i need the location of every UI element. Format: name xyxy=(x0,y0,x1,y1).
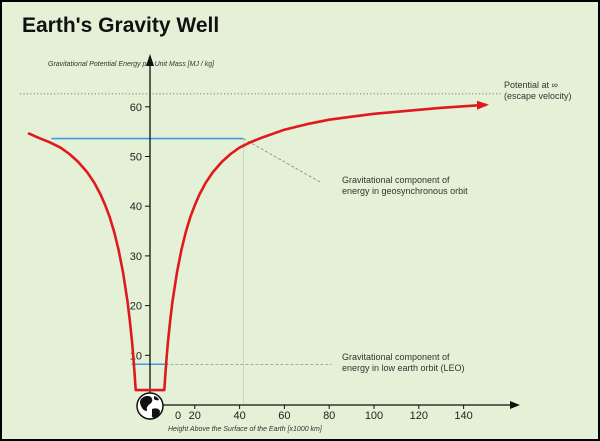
leo-orbit-label-line1: Gravitational component of xyxy=(342,352,450,362)
x-tick-label: 20 xyxy=(189,410,201,422)
escape-potential-label-line1: Potential at ∞ xyxy=(504,80,558,90)
x-tick-label: 100 xyxy=(365,410,383,422)
x-tick-label: 80 xyxy=(323,410,335,422)
axes: 10 20 30 40 50 60 0 20 40 60 80 100 120 140 xyxy=(130,54,520,422)
x-tick-label: 0 xyxy=(175,410,181,422)
leo-orbit-label-line2: energy in low earth orbit (LEO) xyxy=(342,363,465,373)
geo-orbit-label-line2: energy in geosynchronous orbit xyxy=(342,186,468,196)
series-curves xyxy=(27,100,489,392)
geo-leader-line xyxy=(243,138,321,183)
chart-title: Earth's Gravity Well xyxy=(22,14,219,37)
x-tick-label: 140 xyxy=(454,410,472,422)
earth-globe-icon xyxy=(136,392,164,420)
y-tick-label: 60 xyxy=(130,102,142,114)
continent-shape xyxy=(140,395,153,411)
y-axis-label: Gravitational Potential Energy per Unit … xyxy=(48,61,215,68)
y-tick-label: 20 xyxy=(130,301,142,313)
continent-shape xyxy=(154,396,159,401)
y-tick-label: 30 xyxy=(130,251,142,263)
x-tick-label: 120 xyxy=(410,410,428,422)
continent-shape xyxy=(151,408,160,418)
x-tick-label: 60 xyxy=(278,410,290,422)
x-tick-label: 40 xyxy=(233,410,245,422)
x-axis-arrow xyxy=(510,401,520,409)
y-tick-label: 50 xyxy=(130,152,142,164)
escape-potential-label-line2: (escape velocity) xyxy=(504,91,572,101)
reference-lines xyxy=(20,93,502,404)
y-tick-label: 10 xyxy=(130,350,142,362)
geo-orbit-label-line1: Gravitational component of xyxy=(342,175,450,185)
y-tick-label: 40 xyxy=(130,201,142,213)
x-axis-label: Height Above the Surface of the Earth [x… xyxy=(168,426,323,433)
gravity-well-curve xyxy=(27,103,488,392)
y-axis-arrow xyxy=(146,54,154,66)
annotations: Potential at ∞(escape velocity) Gravitati… xyxy=(342,80,572,373)
curve-arrowhead xyxy=(477,100,489,110)
